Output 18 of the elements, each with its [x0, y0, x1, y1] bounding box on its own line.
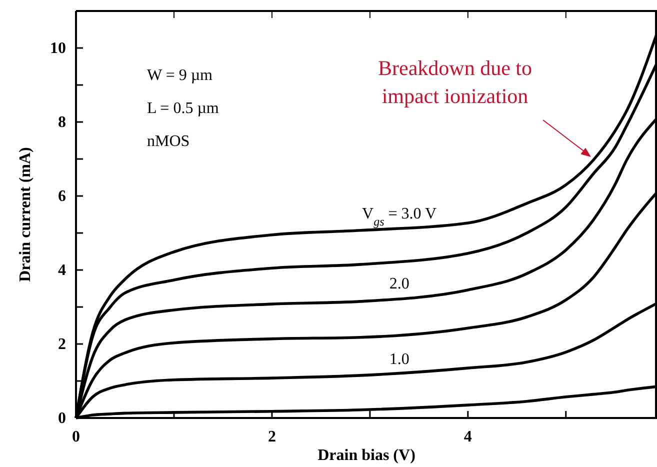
y-tick-label: 0: [58, 410, 66, 428]
annotation: W = 9 µm: [147, 67, 214, 84]
y-tick-label: 4: [58, 262, 66, 280]
y-axis-title: Drain current (mA): [17, 147, 34, 282]
series-label: 1.0: [389, 350, 410, 368]
annotation: nMOS: [147, 133, 190, 150]
y-tick-label: 8: [58, 114, 66, 132]
annotation: L = 0.5 µm: [147, 100, 220, 117]
x-axis-title: Drain bias (V): [318, 447, 416, 464]
x-tick-label: 4: [464, 428, 472, 446]
y-tick-label: 2: [58, 336, 66, 354]
y-tick-label: 6: [58, 188, 66, 206]
y-tick-label: 10: [50, 40, 66, 58]
annotation: Breakdown due to impact ionization: [378, 56, 532, 108]
series-label: 2.0: [389, 275, 410, 292]
x-tick-label: 2: [268, 428, 276, 446]
x-tick-label: 0: [72, 428, 80, 446]
series-label: V$_{gs}$ = 3.0 V: [362, 206, 438, 229]
